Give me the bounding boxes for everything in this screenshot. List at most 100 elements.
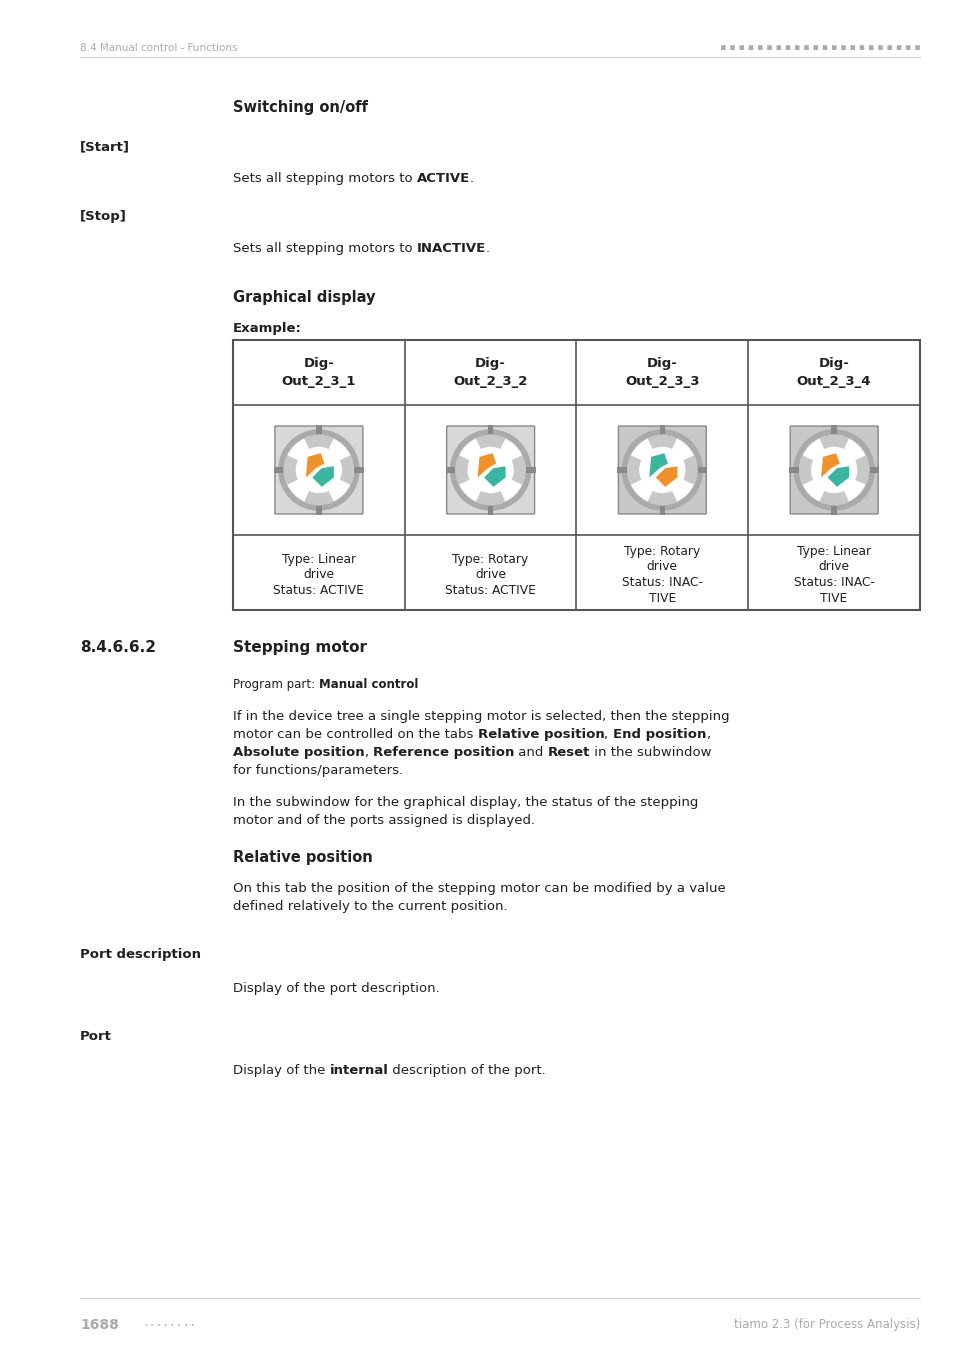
Circle shape [799, 435, 868, 505]
Text: Graphical display: Graphical display [233, 290, 375, 305]
Polygon shape [312, 466, 334, 487]
Text: motor can be controlled on the tabs: motor can be controlled on the tabs [233, 728, 477, 741]
Text: Program part:: Program part: [233, 678, 318, 691]
Polygon shape [826, 466, 848, 487]
Polygon shape [788, 467, 798, 472]
Wedge shape [801, 479, 824, 501]
Text: Manual control: Manual control [318, 678, 417, 691]
Text: Relative position: Relative position [233, 850, 373, 865]
Polygon shape [830, 425, 836, 435]
Text: Dig-: Dig- [646, 356, 677, 370]
Wedge shape [671, 479, 693, 501]
FancyBboxPatch shape [274, 427, 362, 514]
Text: Reference position: Reference position [373, 747, 514, 759]
Polygon shape [698, 467, 706, 472]
Text: End position: End position [612, 728, 705, 741]
Text: Out_2_3_1: Out_2_3_1 [281, 375, 355, 387]
Wedge shape [630, 439, 653, 460]
Text: defined relatively to the current position.: defined relatively to the current positi… [233, 900, 507, 913]
Text: 8.4.6.6.2: 8.4.6.6.2 [80, 640, 156, 655]
Text: Switching on/off: Switching on/off [233, 100, 368, 115]
Text: and: and [514, 747, 547, 759]
Text: .: . [470, 171, 474, 185]
Text: Port: Port [80, 1030, 112, 1044]
Circle shape [639, 448, 684, 493]
Text: and: and [514, 747, 547, 759]
Text: Example:: Example: [233, 323, 301, 335]
Text: Program part:: Program part: [233, 678, 318, 691]
Text: Dig-: Dig- [475, 356, 505, 370]
Text: ■ ■ ■ ■ ■ ■ ■ ■ ■ ■ ■ ■ ■ ■ ■ ■ ■ ■ ■ ■ ■ ■: ■ ■ ■ ■ ■ ■ ■ ■ ■ ■ ■ ■ ■ ■ ■ ■ ■ ■ ■ ■ … [720, 43, 919, 53]
Text: motor and of the ports assigned is displayed.: motor and of the ports assigned is displ… [233, 814, 535, 828]
Text: Absolute position: Absolute position [233, 747, 364, 759]
Polygon shape [477, 454, 496, 478]
FancyBboxPatch shape [618, 427, 705, 514]
Circle shape [456, 435, 525, 505]
Polygon shape [315, 505, 321, 514]
FancyBboxPatch shape [789, 427, 877, 514]
FancyBboxPatch shape [446, 427, 534, 514]
Text: Status: ACTIVE: Status: ACTIVE [445, 585, 536, 598]
Text: Port description: Port description [80, 948, 201, 961]
Text: 8.4 Manual control - Functions: 8.4 Manual control - Functions [80, 43, 237, 53]
Text: ,: , [705, 728, 709, 741]
Wedge shape [630, 479, 653, 501]
Text: Status: INAC-: Status: INAC- [793, 576, 874, 590]
Circle shape [798, 435, 869, 505]
Text: ,: , [364, 747, 373, 759]
Text: .: . [486, 242, 490, 255]
Text: ,: , [364, 747, 373, 759]
Wedge shape [328, 479, 350, 501]
Circle shape [811, 448, 856, 493]
Polygon shape [526, 467, 535, 472]
Text: Out_2_3_4: Out_2_3_4 [796, 375, 870, 387]
Text: ,: , [705, 728, 709, 741]
Text: On this tab the position of the stepping motor can be modified by a value: On this tab the position of the stepping… [233, 882, 725, 895]
Polygon shape [445, 467, 455, 472]
Polygon shape [830, 505, 836, 514]
Polygon shape [659, 425, 664, 435]
Text: ,: , [604, 728, 612, 741]
Text: Reference position: Reference position [373, 747, 514, 759]
Text: Type: Rotary: Type: Rotary [452, 552, 528, 566]
Wedge shape [842, 479, 864, 501]
Text: Sets all stepping motors to: Sets all stepping motors to [233, 171, 416, 185]
Text: internal: internal [330, 1064, 388, 1077]
Text: in the subwindow: in the subwindow [590, 747, 711, 759]
Wedge shape [499, 479, 521, 501]
Text: INACTIVE: INACTIVE [416, 242, 486, 255]
Polygon shape [821, 454, 839, 478]
Text: description of the port.: description of the port. [388, 1064, 546, 1077]
Circle shape [296, 448, 341, 493]
Text: Display of the: Display of the [233, 1064, 330, 1077]
Text: ,: , [604, 728, 612, 741]
Text: Type: Rotary: Type: Rotary [623, 544, 700, 558]
Polygon shape [869, 467, 878, 472]
Text: Relative position: Relative position [477, 728, 604, 741]
Wedge shape [842, 439, 864, 460]
Polygon shape [315, 425, 321, 435]
Text: Absolute position: Absolute position [233, 747, 364, 759]
Text: for functions/parameters.: for functions/parameters. [233, 764, 403, 778]
Text: Sets all stepping motors to: Sets all stepping motors to [233, 171, 416, 185]
Text: drive: drive [303, 568, 334, 582]
Text: 1688: 1688 [80, 1318, 119, 1332]
Text: drive: drive [646, 560, 678, 574]
Text: ACTIVE: ACTIVE [416, 171, 470, 185]
Wedge shape [458, 439, 481, 460]
Text: .: . [486, 242, 490, 255]
Text: Reset: Reset [547, 747, 590, 759]
Text: Reset: Reset [547, 747, 590, 759]
Text: in the subwindow: in the subwindow [590, 747, 711, 759]
Circle shape [284, 435, 354, 505]
Circle shape [283, 435, 355, 505]
Circle shape [627, 435, 697, 505]
Polygon shape [487, 505, 493, 514]
Text: Display of the: Display of the [233, 1064, 330, 1077]
Text: [Stop]: [Stop] [80, 211, 127, 223]
Text: Out_2_3_2: Out_2_3_2 [453, 375, 527, 387]
Text: Status: INAC-: Status: INAC- [621, 576, 702, 590]
Text: TIVE: TIVE [820, 593, 847, 606]
Text: drive: drive [818, 560, 849, 574]
Wedge shape [671, 439, 693, 460]
